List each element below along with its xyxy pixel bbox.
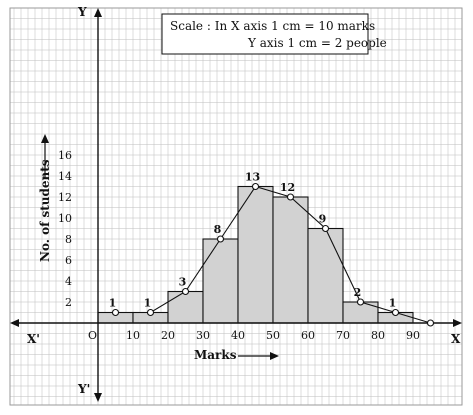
x-axis-left-arrow <box>10 319 19 327</box>
polygon-point <box>216 235 225 243</box>
y-tick-label: 12 <box>58 191 72 204</box>
polygon-point <box>146 308 155 317</box>
x-tick-label: 40 <box>231 329 245 342</box>
grid <box>9 7 463 406</box>
frequency-polygon-line <box>115 185 431 324</box>
polygon-point <box>426 319 435 327</box>
y-axis-label: No. of students <box>38 159 52 262</box>
histogram-bar-4 <box>202 238 239 324</box>
x-tick-label: 50 <box>266 329 280 342</box>
y-axis-negative-marker: Y' <box>77 382 90 396</box>
grid-frame <box>9 7 463 406</box>
polygon-point <box>321 224 330 233</box>
y-label-arrow-head <box>41 134 49 143</box>
x-axis-label: Marks <box>194 348 237 362</box>
x-tick-label: 10 <box>126 329 140 342</box>
y-tick-label: 16 <box>58 149 72 162</box>
data-label: 8 <box>214 223 222 236</box>
axes <box>10 8 462 402</box>
data-label: 1 <box>144 297 152 310</box>
y-tick-label: 14 <box>58 170 72 183</box>
data-label: 12 <box>280 181 295 194</box>
x-axis-right-arrow <box>453 319 462 327</box>
frequency-polygon <box>111 182 435 327</box>
polygon-point <box>251 182 260 191</box>
histogram-bar-6 <box>272 196 309 324</box>
y-tick-label: 4 <box>65 275 72 288</box>
x-tick-label: 30 <box>196 329 210 342</box>
x-tick-label: 70 <box>336 329 350 342</box>
scale-line-1: Scale : In X axis 1 cm = 10 marks <box>170 19 375 33</box>
histogram-bar-3 <box>167 290 204 324</box>
polygon-point <box>356 298 365 306</box>
polygon-point <box>286 193 295 201</box>
scale-line-2: Y axis 1 cm = 2 people <box>247 36 387 50</box>
data-label: 13 <box>245 171 260 184</box>
x-tick-label: 60 <box>301 329 315 342</box>
data-label: 1 <box>389 297 397 310</box>
y-axis-positive-marker: Y <box>77 5 87 19</box>
polygon-point <box>111 308 120 317</box>
y-tick-label: 10 <box>58 212 72 225</box>
y-tick-label: 6 <box>65 254 72 267</box>
polygon-point <box>181 287 190 296</box>
y-axis-up-arrow <box>94 8 102 17</box>
x-tick-label: 20 <box>161 329 175 342</box>
x-axis-positive-marker: X <box>451 332 461 346</box>
y-tick-label: 8 <box>65 233 72 246</box>
y-axis-down-arrow <box>94 393 102 402</box>
y-tick-label: 2 <box>65 296 72 309</box>
data-label: 3 <box>179 276 187 289</box>
histogram-bar-5 <box>237 185 274 324</box>
histogram-bar-7 <box>307 227 344 324</box>
origin-label: O <box>88 329 97 342</box>
polygon-point <box>391 308 400 317</box>
scale-box: Scale : In X axis 1 cm = 10 marks Y axis… <box>161 13 387 55</box>
data-label: 9 <box>319 213 327 226</box>
data-label: 2 <box>354 286 362 299</box>
x-label-arrow-head <box>270 352 279 360</box>
x-tick-label: 90 <box>406 329 420 342</box>
x-tick-label: 80 <box>371 329 385 342</box>
data-label: 1 <box>109 297 117 310</box>
x-axis-negative-marker: X' <box>27 332 40 346</box>
